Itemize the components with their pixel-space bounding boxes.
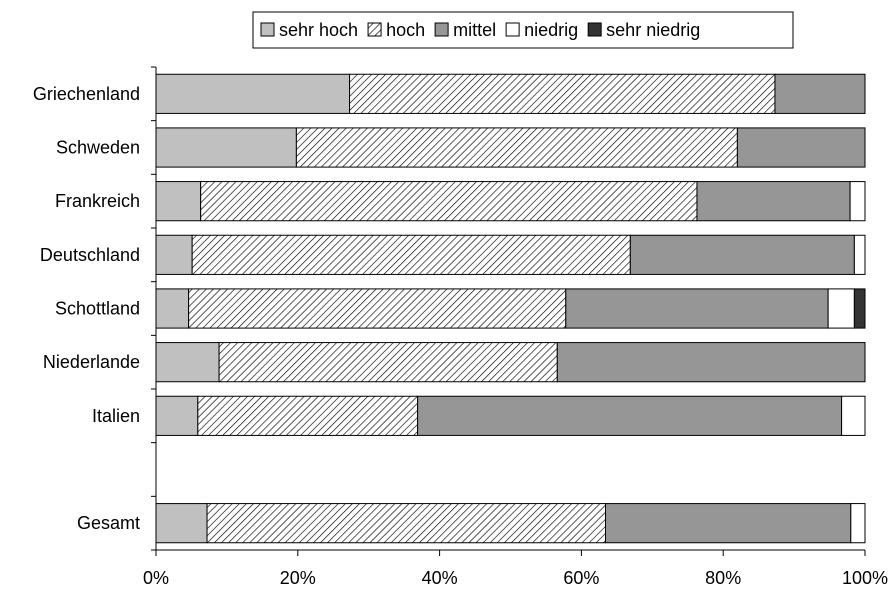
category-label: Gesamt <box>77 513 140 533</box>
bar-segment-hoch <box>295 127 738 168</box>
bar-segment-niedrig <box>841 395 866 436</box>
bar-segment-sehr-hoch <box>155 181 202 222</box>
bar-segment-mittel <box>605 503 852 544</box>
x-tick-label: 100% <box>842 568 888 588</box>
legend-swatch-hoch <box>367 22 382 37</box>
bar-segment-hoch <box>218 342 558 383</box>
bar-segment-hoch <box>197 395 419 436</box>
bar-segment-mittel <box>565 288 829 329</box>
bar-segment-niedrig <box>853 234 866 275</box>
bar-segment-mittel <box>774 73 866 114</box>
category-label: Frankreich <box>55 191 140 211</box>
bar-segment-sehr-hoch <box>155 503 208 544</box>
bar-segment-mittel <box>736 127 866 168</box>
bar-segment-hoch <box>200 181 698 222</box>
bar-segment-niedrig <box>827 288 855 329</box>
bar-segment-mittel <box>696 181 851 222</box>
bar-segment-hoch <box>206 503 607 544</box>
bar-segment-sehr-hoch <box>155 234 193 275</box>
bar-segment-mittel <box>417 395 843 436</box>
x-tick-label: 0% <box>143 568 169 588</box>
legend-swatch-niedrig <box>505 22 520 37</box>
legend-label-sehr-hoch: sehr hoch <box>279 20 358 40</box>
bar-segment-hoch <box>191 234 631 275</box>
category-label: Griechenland <box>33 84 140 104</box>
bar-segment-mittel <box>629 234 855 275</box>
bar-segment-hoch <box>188 288 567 329</box>
legend-label-sehr-niedrig: sehr niedrig <box>606 20 700 40</box>
legend-label-mittel: mittel <box>453 20 496 40</box>
bar-segment-sehr-niedrig <box>853 288 866 329</box>
legend: sehr hoch hoch mittel niedrig sehr niedrig <box>252 11 794 49</box>
category-label: Italien <box>92 406 140 426</box>
bar-segment-mittel <box>556 342 866 383</box>
bar-segment-hoch <box>349 73 776 114</box>
x-tick-label: 40% <box>422 568 458 588</box>
legend-box <box>252 11 794 49</box>
x-tick-label: 60% <box>563 568 599 588</box>
bar-segment-sehr-hoch <box>155 73 351 114</box>
x-tick-label: 80% <box>705 568 741 588</box>
x-tick-label: 20% <box>280 568 316 588</box>
legend-swatch-sehr-niedrig <box>587 22 602 37</box>
bar-segment-sehr-hoch <box>155 288 190 329</box>
bar-segment-sehr-hoch <box>155 342 220 383</box>
bar-segment-niedrig <box>850 503 866 544</box>
legend-swatch-mittel <box>434 22 449 37</box>
bar-segment-sehr-hoch <box>155 395 199 436</box>
bar-segment-niedrig <box>849 181 866 222</box>
category-label: Schottland <box>55 299 140 319</box>
bar-segment-sehr-hoch <box>155 127 297 168</box>
plot-area: Griechenland Schweden Frankreich Deutschlan… <box>33 66 888 588</box>
legend-swatch-sehr-hoch <box>260 22 275 37</box>
legend-label-hoch: hoch <box>386 20 425 40</box>
category-label: Schweden <box>56 138 140 158</box>
category-label: Deutschland <box>40 245 140 265</box>
legend-label-niedrig: niedrig <box>524 20 578 40</box>
category-label: Niederlande <box>43 352 140 372</box>
